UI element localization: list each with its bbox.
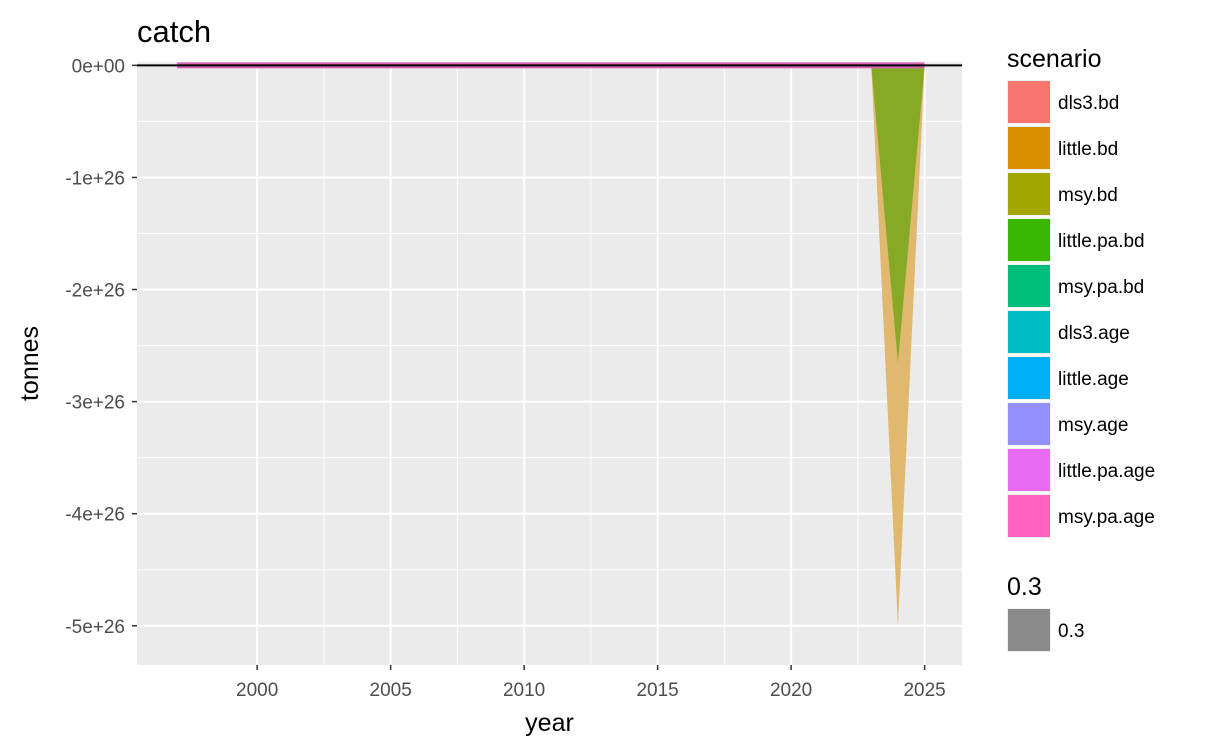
legend-label-0-3: 0.3 <box>1058 621 1084 642</box>
legend-label-dls3-bd: dls3.bd <box>1058 93 1119 114</box>
legend-swatch-dls3-age <box>1008 311 1050 353</box>
x-tick-label: 2015 <box>636 680 678 701</box>
legends: scenario dls3.bd little.bd msy.bd little.pa.… <box>1007 45 1155 652</box>
legend-swatch-msy-pa-age <box>1008 495 1050 537</box>
legend-swatch-little-pa-bd <box>1008 219 1050 261</box>
x-tick-label: 2000 <box>236 680 278 701</box>
y-tick-label: -1e+26 <box>65 168 125 189</box>
legend-label-dls3-age: dls3.age <box>1058 323 1130 344</box>
legend-label-little-pa-bd: little.pa.bd <box>1058 231 1145 252</box>
legend-label-msy-pa-bd: msy.pa.bd <box>1058 277 1144 298</box>
series-areas <box>137 62 962 626</box>
y-tick-label: -5e+26 <box>65 617 125 638</box>
legend-swatch-little-bd <box>1008 127 1050 169</box>
x-tick-label: 2020 <box>770 680 812 701</box>
legend-label-little-bd: little.bd <box>1058 139 1118 160</box>
legend-swatch-dls3-bd <box>1008 81 1050 123</box>
legend-label-msy-pa-age: msy.pa.age <box>1058 507 1155 528</box>
legend-swatch-msy-age <box>1008 403 1050 445</box>
legend-swatch-little-pa-age <box>1008 449 1050 491</box>
legend-swatch-msy-bd <box>1008 173 1050 215</box>
y-tick-label: 0e+00 <box>72 56 125 77</box>
legend-swatch-msy-pa-bd <box>1008 265 1050 307</box>
x-tick-label: 2005 <box>370 680 412 701</box>
legend-label-little-pa-age: little.pa.age <box>1058 461 1155 482</box>
legend-swatch-0-3 <box>1008 609 1050 651</box>
y-tick-label: -4e+26 <box>65 505 125 526</box>
y-tick-label: -2e+26 <box>65 281 125 302</box>
x-tick-label: 2025 <box>903 680 945 701</box>
y-tick-label: -3e+26 <box>65 393 125 414</box>
y-axis-title: tonnes <box>16 326 44 401</box>
legend-label-msy-bd: msy.bd <box>1058 185 1118 206</box>
legend-title: 0.3 <box>1007 573 1042 601</box>
x-axis-title: year <box>525 709 574 737</box>
legend-swatch-little-age <box>1008 357 1050 399</box>
legend-label-little-age: little.age <box>1058 369 1129 390</box>
plot-panel <box>137 62 962 665</box>
area-msy-bd <box>871 65 925 363</box>
axis-ticks: 2000 2005 2010 2015 2020 2025 0e+00 -1e+26 -2e+2… <box>65 56 945 701</box>
x-tick-label: 2010 <box>503 680 545 701</box>
chart-title: catch <box>137 14 211 49</box>
legend-title: scenario <box>1007 45 1102 73</box>
legend-label-msy-age: msy.age <box>1058 415 1128 436</box>
